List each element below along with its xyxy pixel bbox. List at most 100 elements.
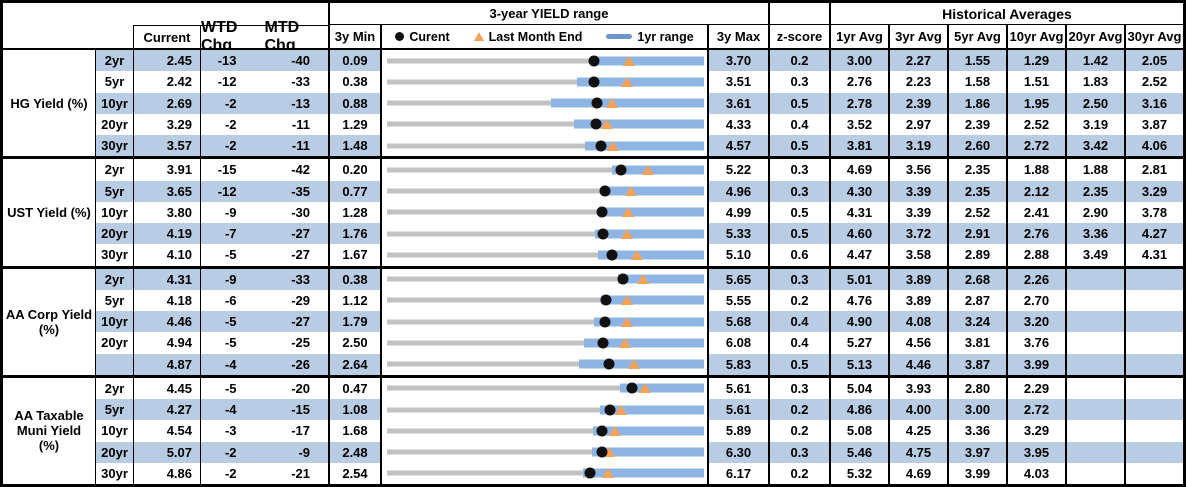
avg-cell <box>1124 268 1183 290</box>
mtd-chg-value: -20 <box>291 380 310 396</box>
range-chart <box>380 441 707 463</box>
avg-cell: 3.81 <box>947 332 1006 354</box>
avg-cell: 5.01 <box>829 268 888 290</box>
range-chart <box>380 223 707 245</box>
range-chart-area <box>387 114 704 135</box>
one-year-range-bar <box>577 77 704 87</box>
column-header-5yr-avg: 5yr Avg <box>947 25 1006 48</box>
avg-cell: 4.31 <box>829 201 888 223</box>
avg-cell: 3.16 <box>1124 92 1183 114</box>
wtd-chg-value: -12 <box>217 183 237 199</box>
changes-cell: -2 -11 <box>200 113 328 135</box>
table-row: 20yr 3.29 -2 -11 1.29 4.33 0.4 3.52 2.97… <box>95 113 1183 135</box>
min-cell: 2.48 <box>328 441 380 463</box>
zscore-cell: 0.4 <box>768 113 829 135</box>
one-year-range-bar <box>593 426 704 436</box>
avg-cell: 2.12 <box>1006 180 1065 202</box>
column-header-20yr-avg: 20yr Avg <box>1065 25 1124 48</box>
three-year-range-track <box>387 449 704 455</box>
three-year-range-track <box>387 385 704 391</box>
avg-cell: 3.36 <box>1065 223 1124 245</box>
mtd-chg-value: -11 <box>291 116 310 132</box>
avg-cell: 3.20 <box>1006 311 1065 333</box>
changes-cell: -6 -29 <box>200 289 328 311</box>
changes-cell: -2 -11 <box>200 135 328 157</box>
mtd-chg-value: -13 <box>291 95 310 111</box>
range-chart-area <box>387 399 704 420</box>
avg-cell: 1.83 <box>1065 71 1124 93</box>
zscore-header-spacer <box>768 3 829 25</box>
range-chart <box>380 462 707 484</box>
zscore-cell: 0.2 <box>768 50 829 72</box>
current-cell: 4.10 <box>133 244 200 266</box>
min-cell: 0.88 <box>328 92 380 114</box>
tenor-cell: 30yr <box>95 135 133 157</box>
avg-cell: 4.56 <box>888 332 947 354</box>
table-row: 10yr 4.54 -3 -17 1.68 5.89 0.2 5.08 4.25… <box>95 420 1183 442</box>
wtd-chg-value: -5 <box>224 335 237 351</box>
last-month-end-marker-icon <box>621 76 634 87</box>
table-row: 10yr 2.69 -2 -13 0.88 3.61 0.5 2.78 2.39… <box>95 92 1183 114</box>
avg-cell <box>1065 377 1124 399</box>
changes-cell: -3 -17 <box>200 420 328 442</box>
tenor-cell: 5yr <box>95 289 133 311</box>
range-chart-area <box>387 332 704 353</box>
one-year-range-bar <box>578 359 704 369</box>
current-cell: 4.87 <box>133 353 200 375</box>
max-cell: 4.99 <box>707 201 768 223</box>
last-month-end-marker-icon <box>623 55 636 66</box>
one-year-range-bar <box>600 295 704 305</box>
tenor-cell: 5yr <box>95 71 133 93</box>
min-cell: 0.20 <box>328 159 380 181</box>
avg-cell: 2.88 <box>1006 244 1065 266</box>
tenor-cell: 10yr <box>95 92 133 114</box>
avg-cell: 2.52 <box>1006 113 1065 135</box>
column-header-3y-max: 3y Max <box>707 25 768 48</box>
zscore-cell: 0.3 <box>768 441 829 463</box>
one-year-range-bar <box>601 186 704 196</box>
one-year-range-bar <box>592 56 704 66</box>
last-month-end-marker-icon <box>620 316 633 327</box>
changes-cell: -9 -33 <box>200 268 328 290</box>
mtd-chg-value: -21 <box>291 465 310 481</box>
range-chart <box>380 71 707 93</box>
zscore-cell: 0.3 <box>768 159 829 181</box>
zscore-cell: 0.3 <box>768 377 829 399</box>
range-chart <box>380 377 707 399</box>
current-marker-icon <box>597 228 609 240</box>
avg-cell <box>1065 420 1124 442</box>
avg-cell: 3.87 <box>947 353 1006 375</box>
wtd-chg-value: -2 <box>224 138 237 154</box>
range-chart-area <box>387 420 704 441</box>
tenor-cell: 2yr <box>95 50 133 72</box>
tenor-cell: 2yr <box>95 377 133 399</box>
changes-cell: -5 -20 <box>200 377 328 399</box>
table-row: 30yr 3.57 -2 -11 1.48 4.57 0.5 3.81 3.19… <box>95 135 1183 157</box>
avg-cell <box>1124 420 1183 442</box>
current-marker-icon <box>600 294 612 306</box>
current-marker-icon <box>588 76 600 88</box>
one-year-range-bar <box>599 405 704 415</box>
table-row: 10yr 3.80 -9 -30 1.28 4.99 0.5 4.31 3.39… <box>95 201 1183 223</box>
avg-cell <box>1065 441 1124 463</box>
current-cell: 4.18 <box>133 289 200 311</box>
avg-cell: 3.81 <box>829 135 888 157</box>
last-month-end-marker-icon <box>620 228 633 239</box>
current-cell: 2.45 <box>133 50 200 72</box>
avg-cell <box>1124 399 1183 421</box>
mtd-chg-value: -33 <box>291 74 310 90</box>
max-cell: 3.70 <box>707 50 768 72</box>
current-cell: 4.94 <box>133 332 200 354</box>
max-cell: 5.55 <box>707 289 768 311</box>
avg-cell: 3.72 <box>888 223 947 245</box>
avg-cell: 2.39 <box>947 113 1006 135</box>
range-chart-area <box>387 269 704 290</box>
avg-cell: 2.87 <box>947 289 1006 311</box>
avg-cell: 2.91 <box>947 223 1006 245</box>
range-chart <box>380 244 707 266</box>
three-year-range-track <box>387 58 704 64</box>
table-row: 2yr 3.91 -15 -42 0.20 5.22 0.3 4.69 3.56… <box>95 159 1183 181</box>
avg-cell: 1.95 <box>1006 92 1065 114</box>
tenor-cell <box>95 353 133 375</box>
current-cell: 3.80 <box>133 201 200 223</box>
